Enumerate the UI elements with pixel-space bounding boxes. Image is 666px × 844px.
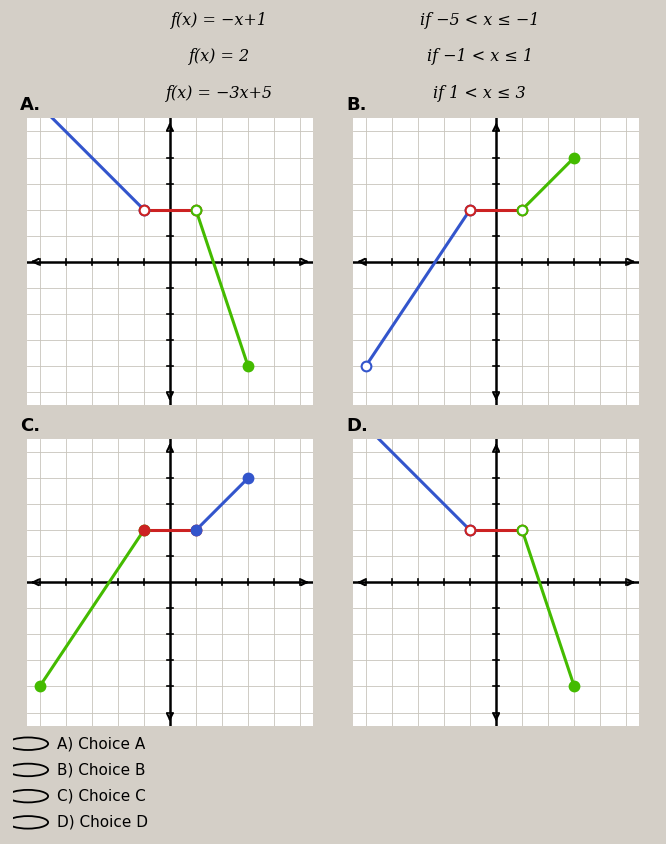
Text: f(x) = −x+1: f(x) = −x+1: [171, 12, 268, 29]
Text: C) Choice C: C) Choice C: [57, 788, 146, 803]
Text: B.: B.: [346, 96, 367, 114]
Text: if 1 < x ≤ 3: if 1 < x ≤ 3: [433, 85, 526, 102]
Text: if −5 < x ≤ −1: if −5 < x ≤ −1: [420, 12, 539, 29]
Text: D) Choice D: D) Choice D: [57, 814, 149, 830]
Text: B) Choice B: B) Choice B: [57, 762, 146, 777]
Text: if −1 < x ≤ 1: if −1 < x ≤ 1: [426, 48, 533, 66]
Text: A) Choice A: A) Choice A: [57, 736, 146, 751]
Text: C.: C.: [20, 417, 40, 435]
Text: A.: A.: [20, 96, 41, 114]
Text: f(x) = −3x+5: f(x) = −3x+5: [166, 85, 273, 102]
Text: f(x) = 2: f(x) = 2: [189, 48, 250, 66]
Text: D.: D.: [346, 417, 368, 435]
